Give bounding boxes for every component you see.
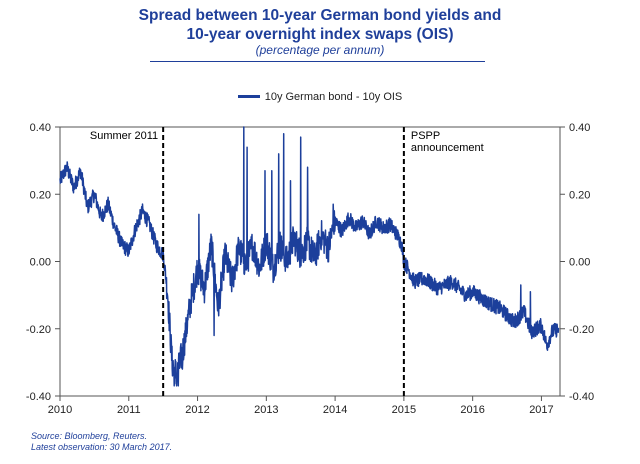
footer: Source: Bloomberg, Reuters. Latest obser… xyxy=(31,431,172,453)
chart-subtitle: (percentage per annum) xyxy=(255,43,385,57)
x-tick-label: 2017 xyxy=(529,404,553,416)
latest-observation-note: Latest observation: 30 March 2017. xyxy=(31,442,173,452)
x-tick-label: 2015 xyxy=(392,404,416,416)
legend-swatch xyxy=(237,94,260,98)
y-tick-label-right: 0.00 xyxy=(569,257,590,269)
y-tick-label-right: 0.20 xyxy=(569,189,590,201)
y-tick-label-left: 0.40 xyxy=(30,122,51,134)
chart-title: Spread between 10-year German bond yield… xyxy=(0,6,640,44)
y-tick-label-left: 0.00 xyxy=(30,257,51,269)
y-tick-label-right: -0.40 xyxy=(569,391,594,403)
chart-title-line2: 10-year overnight index swaps (OIS) xyxy=(186,26,454,43)
y-tick-label-right: 0.40 xyxy=(569,122,590,134)
x-tick-label: 2014 xyxy=(323,404,347,416)
legend-label: 10y German bond - 10y OIS xyxy=(264,91,403,103)
x-tick-label: 2012 xyxy=(185,404,209,416)
x-tick-label: 2011 xyxy=(117,404,141,416)
y-tick-label-left: 0.20 xyxy=(30,189,51,201)
title-divider xyxy=(150,61,485,62)
legend: 10y German bond - 10y OIS xyxy=(0,91,640,103)
event-annotation-1: announcement xyxy=(411,142,484,154)
x-tick-label: 2016 xyxy=(460,404,484,416)
chart-title-line1: Spread between 10-year German bond yield… xyxy=(138,7,502,24)
y-tick-label-right: -0.20 xyxy=(569,324,594,336)
y-tick-label-left: -0.20 xyxy=(26,324,51,336)
series-line-german-bond-ois xyxy=(59,126,560,387)
y-tick-label-left: -0.40 xyxy=(26,391,51,403)
x-tick-label: 2013 xyxy=(254,404,278,416)
source-note: Source: Bloomberg, Reuters. xyxy=(31,431,148,441)
x-tick-label: 2010 xyxy=(48,404,72,416)
event-annotation-0: Summer 2011 xyxy=(90,130,158,142)
event-annotation-1: PSPP xyxy=(411,130,440,142)
